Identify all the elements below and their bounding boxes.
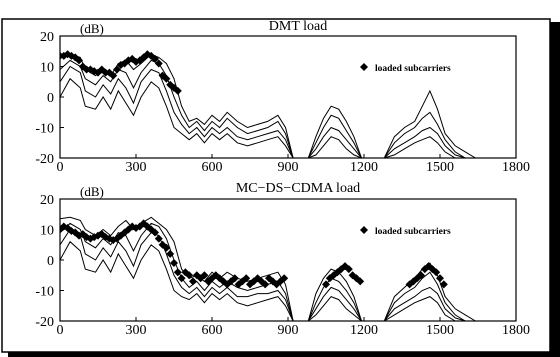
loaded-subcarrier-marker [151,228,159,237]
legend-marker [360,63,368,71]
y-tick-label: 0 [47,254,54,269]
y-tick-label: 20 [40,30,54,45]
chart-title: DMT load [269,19,327,34]
x-tick-label: 1800 [502,323,530,338]
x-tick-label: 900 [278,323,299,338]
loaded-subcarrier-marker [109,71,118,80]
chart-title: MC−DS−CDMA load [236,181,360,196]
loaded-subcarrier-marker [344,265,353,274]
y-tick-label: -10 [35,285,54,300]
x-tick-label: 600 [202,323,223,338]
x-tick-label: 900 [278,160,299,175]
y-tick-label: 0 [47,91,54,106]
loaded-subcarrier-marker [113,65,121,74]
y-tick-label: -20 [35,315,54,330]
series-line-1 [60,53,486,158]
loaded-subcarrier-marker [439,280,448,289]
x-tick-label: 1800 [502,160,530,175]
legend-label: loaded subcarriers [375,227,451,237]
loaded-subcarrier-marker [436,274,444,283]
loaded-subcarrier-marker [151,54,159,63]
loaded-subcarrier-marker [177,274,186,283]
chart-panel-dmt: 0 300 600 900 1200 1500 1800 20 10 0 -10 -20 (dB) DMT… [35,19,530,175]
loaded-subcarrier-marker [60,222,68,231]
x-tick-label: 600 [202,160,223,175]
x-tick-label: 0 [57,323,64,338]
plot-series-group [60,216,486,321]
loaded-subcarrier-marker [173,86,182,95]
figure-frame [1,18,551,353]
y-tick-label: 10 [40,61,54,76]
loaded-subcarrier-marker [185,271,194,280]
loaded-subcarrier-marker [120,228,129,237]
loaded-subcarrier-marker [162,74,171,83]
loaded-subcarrier-marker [200,271,209,280]
y-tick-label: -20 [35,152,54,167]
loaded-subcarrier-marker [432,268,441,277]
legend-label: loaded subcarriers [375,64,451,74]
loaded-subcarrier-marker [356,277,365,286]
loaded-subcarrier-marker [60,51,68,60]
loaded-subcarrier-marker [154,59,163,68]
series-line-3 [60,228,486,321]
x-tick-label: 300 [126,160,147,175]
chart-panel-mcdscdma: 0 300 600 900 1200 1500 1800 20 10 0 -10 -20 (dB) MC−… [35,181,530,338]
frame-shadow-bottom [8,352,550,357]
x-tick-label: 1200 [350,323,378,338]
loaded-subcarrier-marker [166,249,175,258]
series-line-2 [60,59,486,158]
loaded-subcarrier-marker [242,274,251,283]
x-tick-label: 300 [126,323,147,338]
loaded-subcarrier-marker [173,268,182,277]
y-axis-label: (dB) [80,21,104,36]
x-tick-label: 0 [57,160,64,175]
plot-series-group [60,50,486,158]
loaded-subcarrier-marker [120,59,129,68]
loaded-subcarrier-marker [280,274,289,283]
x-tick-label: 1200 [350,160,378,175]
frame-shadow-right [550,22,560,357]
y-axis-label: (dB) [80,184,104,199]
loaded-subcarrier-marker [230,274,239,283]
series-line-3 [60,65,486,158]
series-line-4 [60,77,486,158]
x-tick-label: 1500 [426,160,454,175]
y-tick-label: 10 [40,224,54,239]
legend-marker [360,226,368,234]
loaded-subcarrier-marker [417,271,425,280]
loaded-subcarrier-marker [170,259,178,268]
y-tick-label: -10 [35,122,54,137]
loaded-subcarrier-marker [154,234,163,243]
series-line-4 [60,240,486,321]
loaded-subcarrier-marker [75,56,83,65]
loaded-subcarrier-marker [189,277,197,286]
loaded-subcarrier-marker [261,280,270,289]
loaded-subcarrier-marker [322,280,330,289]
loaded-subcarrier-marker [162,243,171,252]
x-tick-label: 1500 [426,323,454,338]
y-tick-label: 20 [40,193,54,208]
